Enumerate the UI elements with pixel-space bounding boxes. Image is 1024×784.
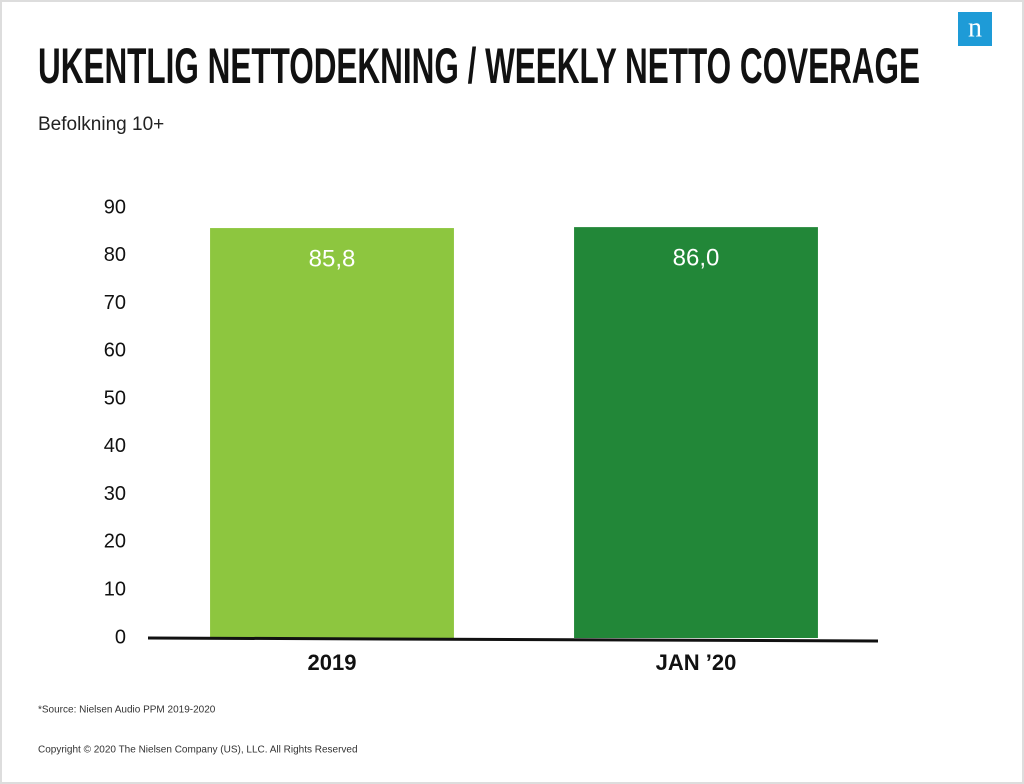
- y-tick-label: 60: [104, 340, 126, 362]
- bar: [574, 227, 818, 638]
- chart-title: UKENTLIG NETTODEKNING / WEEKLY NETTO COV…: [38, 38, 920, 94]
- logo-box: [958, 12, 992, 46]
- y-tick-label: 30: [104, 483, 126, 505]
- copyright: Copyright © 2020 The Nielsen Company (US…: [38, 745, 358, 756]
- y-tick-label: 50: [104, 387, 126, 409]
- y-tick-label: 40: [104, 435, 126, 457]
- y-tick-label: 20: [104, 531, 126, 553]
- y-tick-label: 90: [104, 196, 126, 218]
- logo: n: [968, 12, 982, 43]
- y-tick-label: 0: [115, 626, 126, 648]
- footnote: *Source: Nielsen Audio PPM 2019-2020: [38, 705, 216, 716]
- bar: [210, 228, 454, 639]
- chart-subtitle: Befolkning 10+: [38, 114, 164, 135]
- x-axis: [147, 636, 879, 643]
- y-tick-label: 70: [104, 292, 126, 314]
- x-tick-label: JAN ’20: [656, 650, 737, 675]
- x-tick-label: 2019: [308, 650, 357, 675]
- y-tick-label: 10: [104, 579, 126, 601]
- y-tick-label: 80: [104, 244, 126, 266]
- value-label: 86,0: [673, 244, 720, 271]
- value-label: 85,8: [309, 245, 356, 272]
